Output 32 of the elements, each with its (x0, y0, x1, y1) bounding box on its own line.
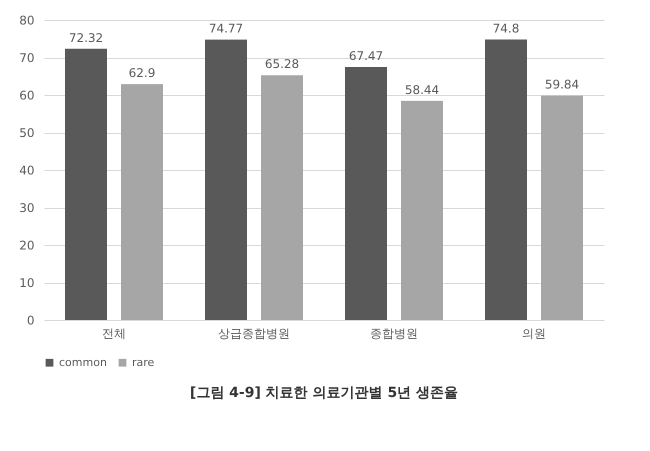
bar (205, 40, 247, 320)
y-tick-label: 40 (19, 164, 34, 178)
y-tick-label: 30 (19, 201, 34, 215)
data-label: 62.9 (128, 66, 156, 80)
y-tick-label: 80 (19, 14, 34, 28)
legend-label: rare (132, 356, 155, 369)
legend-label: common (59, 356, 107, 369)
x-tick-label: 종합병원 (370, 326, 418, 340)
data-label: 67.47 (348, 48, 384, 63)
bar (541, 96, 583, 320)
bar (121, 84, 163, 320)
x-tick-label: 의원 (522, 326, 546, 340)
y-tick-label: 20 (19, 238, 34, 252)
y-tick-label: 70 (19, 51, 34, 65)
x-tick-label: 전체 (102, 326, 126, 340)
y-tick-label: 10 (19, 276, 34, 290)
data-label: 58.44 (404, 82, 440, 97)
bar (65, 48, 107, 320)
bar (485, 40, 527, 320)
data-label: 74.77 (208, 22, 244, 36)
bar (401, 100, 443, 320)
x-tick-label: 상급종합병원 (218, 326, 290, 340)
text: [그림 4-9] 치료한 의료기관별 5년 생존율 (190, 385, 458, 401)
data-label: 65.28 (264, 57, 300, 72)
data-label: 59.84 (544, 78, 580, 92)
bar (261, 75, 303, 320)
bar (345, 66, 387, 320)
data-label: 72.32 (68, 30, 104, 45)
y-tick-label: 50 (19, 126, 34, 140)
y-tick-label: 0 (26, 314, 34, 328)
y-tick-label: 60 (19, 88, 34, 102)
data-label: 74.8 (492, 22, 520, 36)
